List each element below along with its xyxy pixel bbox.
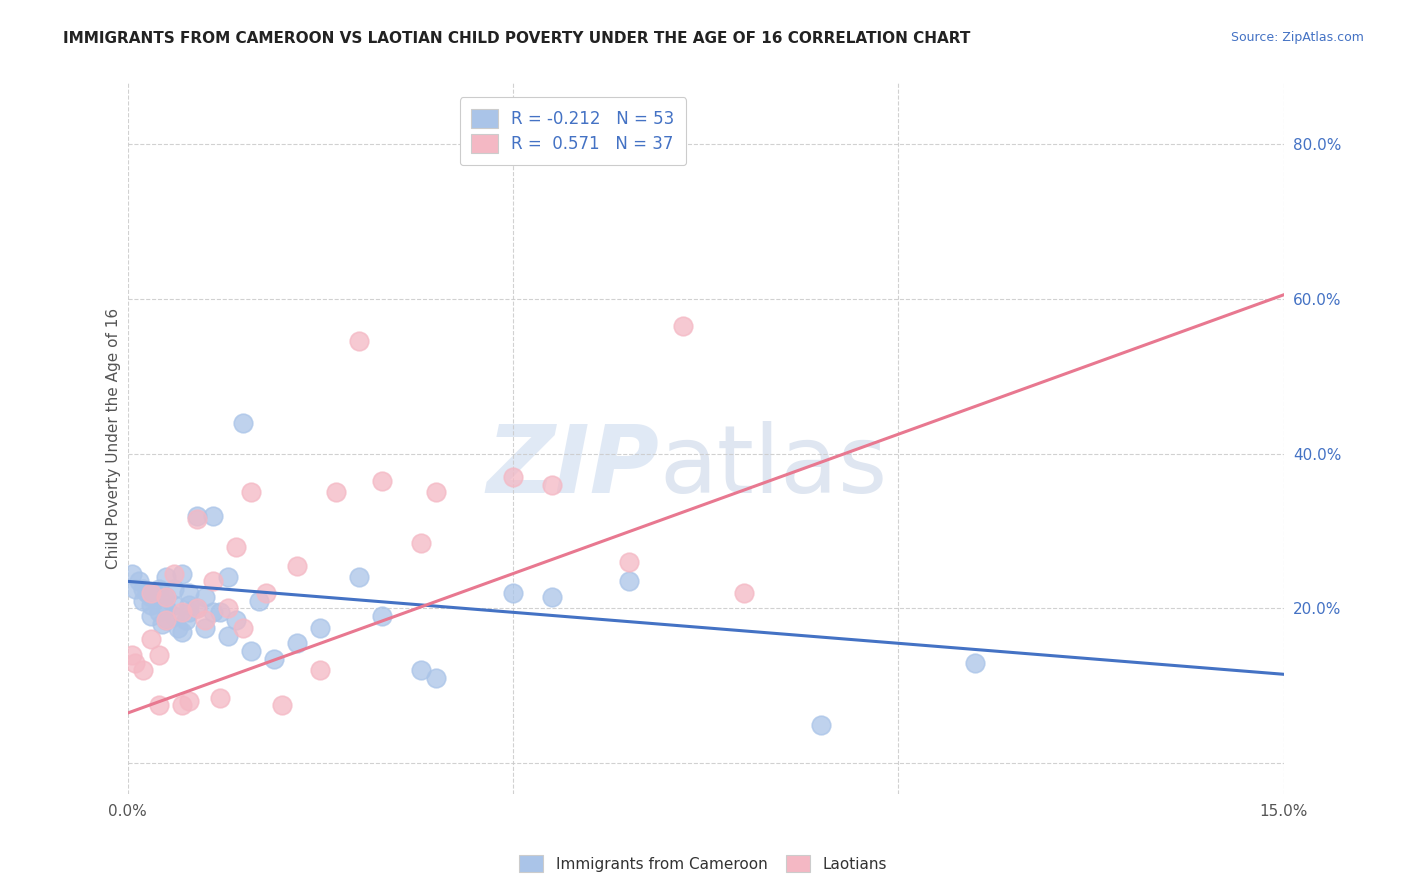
Point	[163, 598, 186, 612]
Point	[425, 671, 447, 685]
Point	[617, 574, 640, 589]
Point	[155, 613, 177, 627]
Point	[371, 474, 394, 488]
Point	[163, 582, 186, 596]
Point	[309, 621, 332, 635]
Point	[179, 605, 201, 619]
Point	[179, 586, 201, 600]
Point	[186, 508, 208, 523]
Point	[217, 570, 239, 584]
Point	[132, 582, 155, 596]
Point	[409, 535, 432, 549]
Point	[617, 555, 640, 569]
Point	[179, 694, 201, 708]
Point	[270, 698, 292, 713]
Point	[186, 601, 208, 615]
Point	[201, 574, 224, 589]
Point	[309, 664, 332, 678]
Point	[733, 586, 755, 600]
Y-axis label: Child Poverty Under the Age of 16: Child Poverty Under the Age of 16	[107, 308, 121, 569]
Point	[285, 558, 308, 573]
Legend: Immigrants from Cameroon, Laotians: Immigrants from Cameroon, Laotians	[512, 847, 894, 880]
Point	[217, 629, 239, 643]
Point	[121, 566, 143, 581]
Point	[155, 601, 177, 615]
Legend: R = -0.212   N = 53, R =  0.571   N = 37: R = -0.212 N = 53, R = 0.571 N = 37	[460, 97, 686, 165]
Point	[163, 566, 186, 581]
Point	[170, 566, 193, 581]
Point	[325, 485, 347, 500]
Point	[256, 586, 278, 600]
Point	[657, 136, 679, 151]
Point	[139, 609, 162, 624]
Text: atlas: atlas	[659, 421, 887, 513]
Point	[194, 621, 217, 635]
Point	[139, 598, 162, 612]
Point	[163, 609, 186, 624]
Point	[263, 652, 285, 666]
Point	[139, 590, 162, 604]
Text: Source: ZipAtlas.com: Source: ZipAtlas.com	[1230, 31, 1364, 45]
Point	[148, 590, 170, 604]
Point	[540, 590, 562, 604]
Point	[148, 648, 170, 662]
Point	[201, 605, 224, 619]
Point	[170, 624, 193, 639]
Point	[170, 605, 193, 619]
Point	[232, 416, 254, 430]
Point	[540, 477, 562, 491]
Point	[425, 485, 447, 500]
Point	[148, 698, 170, 713]
Point	[155, 570, 177, 584]
Point	[132, 664, 155, 678]
Point	[209, 605, 232, 619]
Point	[232, 621, 254, 635]
Point	[194, 590, 217, 604]
Point	[209, 690, 232, 705]
Point	[194, 613, 217, 627]
Point	[225, 613, 247, 627]
Point	[136, 586, 159, 600]
Point	[148, 582, 170, 596]
Point	[240, 485, 263, 500]
Point	[285, 636, 308, 650]
Point	[174, 613, 197, 627]
Point	[201, 508, 224, 523]
Point	[121, 648, 143, 662]
Point	[502, 470, 524, 484]
Point	[179, 598, 201, 612]
Point	[217, 601, 239, 615]
Point	[128, 574, 150, 589]
Point	[143, 586, 166, 600]
Point	[152, 616, 174, 631]
Point	[810, 717, 832, 731]
Point	[347, 334, 370, 349]
Point	[124, 656, 146, 670]
Point	[371, 609, 394, 624]
Point	[155, 613, 177, 627]
Point	[155, 590, 177, 604]
Point	[409, 664, 432, 678]
Point	[965, 656, 987, 670]
Point	[148, 605, 170, 619]
Text: IMMIGRANTS FROM CAMEROON VS LAOTIAN CHILD POVERTY UNDER THE AGE OF 16 CORRELATIO: IMMIGRANTS FROM CAMEROON VS LAOTIAN CHIL…	[63, 31, 970, 46]
Point	[225, 540, 247, 554]
Point	[186, 512, 208, 526]
Point	[139, 632, 162, 647]
Point	[139, 586, 162, 600]
Point	[240, 644, 263, 658]
Point	[124, 582, 146, 596]
Point	[671, 318, 693, 333]
Text: ZIP: ZIP	[486, 421, 659, 513]
Point	[132, 593, 155, 607]
Point	[186, 601, 208, 615]
Point	[155, 590, 177, 604]
Point	[347, 570, 370, 584]
Point	[167, 621, 190, 635]
Point	[502, 586, 524, 600]
Point	[247, 593, 270, 607]
Point	[170, 698, 193, 713]
